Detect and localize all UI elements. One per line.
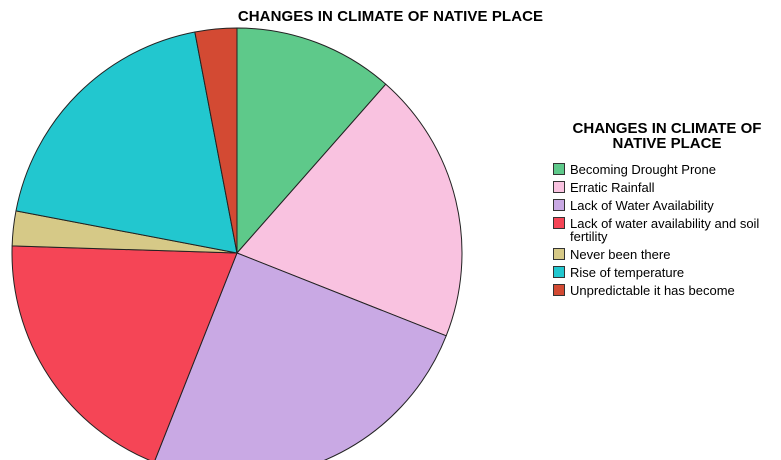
pie-slice-6 xyxy=(15,31,238,254)
legend-item: Erratic Rainfall xyxy=(553,181,781,194)
legend-item: Lack of water availability and soil fert… xyxy=(553,217,781,243)
legend-label: Unpredictable it has become xyxy=(570,283,735,298)
legend-item: Becoming Drought Prone xyxy=(553,163,781,176)
legend-label: Rise of temperature xyxy=(570,265,685,280)
legend-label: Erratic Rainfall xyxy=(570,180,655,195)
legend-title: CHANGES IN CLIMATE OF NATIVE PLACE xyxy=(572,120,762,152)
legend-swatch xyxy=(553,199,565,211)
pie-slice-7 xyxy=(194,27,238,254)
legend-label: Lack of water availability and soil fert… xyxy=(570,216,760,244)
chart-title: CHANGES IN CLIMATE OF NATIVE PLACE xyxy=(237,8,544,25)
pie-slice-3 xyxy=(154,252,447,460)
pie-slice-1 xyxy=(236,27,387,254)
legend-swatch xyxy=(553,181,565,193)
legend-item: Never been there xyxy=(553,248,781,261)
legend-label: Becoming Drought Prone xyxy=(570,162,716,177)
pie-slice-2 xyxy=(236,83,463,337)
legend-item: Unpredictable it has become xyxy=(553,284,781,297)
legend-item: Rise of temperature xyxy=(553,266,781,279)
legend-swatch xyxy=(553,284,565,296)
legend-item: Lack of Water Availability xyxy=(553,199,781,212)
legend-swatch xyxy=(553,266,565,278)
legend-label: Lack of Water Availability xyxy=(570,198,714,213)
legend-swatch xyxy=(553,248,565,260)
pie-slice-4 xyxy=(11,245,238,460)
legend: CHANGES IN CLIMATE OF NATIVE PLACE Becom… xyxy=(553,121,781,302)
legend-swatch xyxy=(553,217,565,229)
legend-swatch xyxy=(553,163,565,175)
legend-label: Never been there xyxy=(570,247,671,262)
